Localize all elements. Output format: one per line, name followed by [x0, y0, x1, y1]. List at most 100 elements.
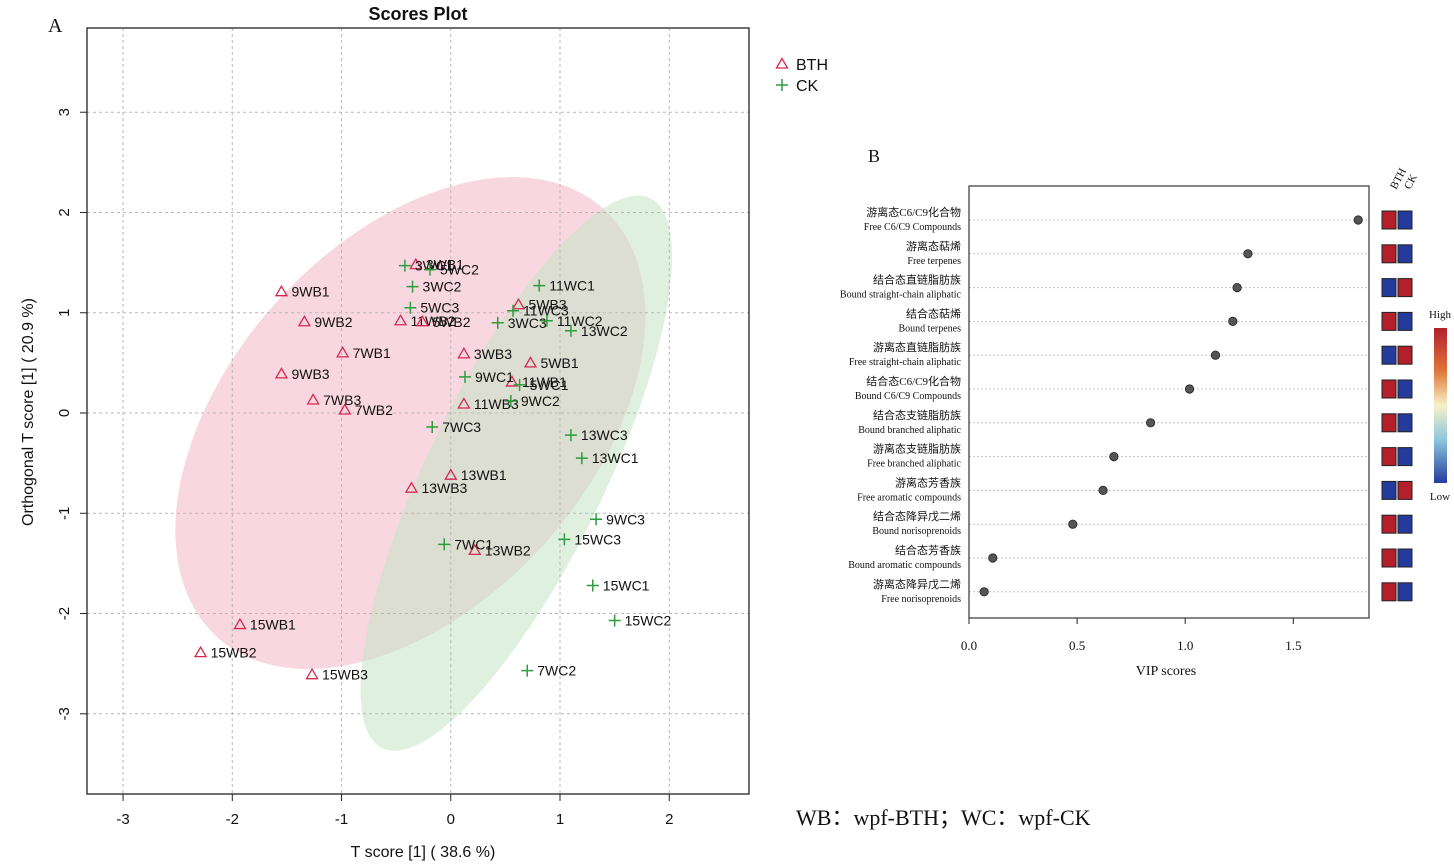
point-label: 15WB3 [322, 667, 368, 683]
compound-label-zh: 游离态支链脂肪族 [873, 442, 961, 456]
compound-label-en: Bound terpenes [899, 323, 962, 334]
ellipse-ck [360, 195, 673, 751]
scores-plot-axes: -3 -2 -1 0 1 2 -3 -2 -1 0 1 2 3 [56, 108, 673, 828]
point-label: 11WC2 [557, 313, 603, 329]
legend-label-ck: CK [796, 78, 819, 95]
point-label: 15WC3 [574, 531, 621, 547]
compound-label-zh: 结合态直链脂肪族 [873, 273, 961, 287]
point-label: 7WB2 [355, 402, 393, 418]
scores-plot-grid [87, 28, 749, 794]
x-tick-label: -3 [116, 811, 129, 828]
vip-color-scale [1434, 328, 1447, 483]
point-ck [507, 304, 520, 317]
compound-label-en: Free norisoprenoids [881, 594, 961, 605]
point-bth [468, 543, 482, 556]
heat-cell-ck [1397, 582, 1413, 602]
point-bth [274, 367, 289, 379]
point-label: 13WC3 [581, 427, 628, 443]
compound-label-zh: 结合态芳香族 [895, 543, 961, 557]
compound-label-en: Bound C6/C9 Compounds [855, 391, 961, 402]
point-ck [513, 378, 526, 391]
scores-plot-x-label: T score [1] ( 38.6 %) [351, 844, 496, 861]
scores-plot-panel: A Scores Plot -3 -2 -1 0 1 2 -3 -2 -1 0 1 2 3 3WB1 9W… [20, 4, 828, 861]
compound-label-en: Free aromatic compounds [857, 492, 961, 503]
compound-label-zh: 游离态降异戊二烯 [873, 577, 961, 591]
point-label: 13WB2 [485, 542, 531, 558]
vip-dot [1210, 350, 1221, 360]
point-ck [404, 301, 417, 314]
y-tick-label: 0 [56, 409, 73, 417]
point-label: 3WC3 [508, 315, 547, 331]
point-ck [564, 429, 577, 442]
vip-plot-frame [968, 185, 1370, 619]
heat-cell-ck [1397, 210, 1413, 230]
x-tick-label: 0 [447, 811, 455, 828]
point-bth [523, 356, 538, 368]
point-bth [457, 347, 471, 359]
point-label: 11WC1 [549, 278, 595, 294]
point-bth [415, 314, 429, 327]
compound-label-en: Bound norisoprenoids [872, 526, 961, 537]
point-label: 7WC1 [454, 536, 493, 552]
panel-a-letter: A [48, 15, 63, 37]
point-label: 3WB1 [426, 257, 464, 273]
vip-scale-low-label: Low [1430, 491, 1450, 503]
compound-label-zh: 结合态萜烯 [906, 306, 961, 320]
heat-cell-ck [1397, 244, 1413, 264]
vip-dot [1184, 384, 1195, 394]
point-label: 9WC2 [521, 393, 560, 409]
y-tick-label: 3 [56, 108, 73, 116]
vip-dot [1353, 215, 1363, 225]
point-bth [305, 667, 319, 680]
point-bth [511, 297, 526, 310]
point-label: 3WB3 [474, 346, 512, 362]
heat-cell-bth [1381, 244, 1397, 264]
vip-dot [1098, 485, 1108, 495]
vip-dot [1228, 316, 1238, 326]
compound-label-en: Free branched aliphatic [867, 459, 961, 470]
heat-cell-bth [1381, 413, 1397, 433]
point-label: 7WC3 [442, 419, 481, 435]
heat-cell-bth [1381, 548, 1397, 568]
point-ck [398, 259, 411, 272]
point-label: 5WB1 [541, 355, 579, 371]
confidence-ellipses [175, 177, 673, 751]
point-label: 13WC2 [581, 323, 628, 339]
point-ck [521, 664, 534, 677]
point-ck [575, 452, 588, 465]
point-label: 5WC1 [530, 377, 569, 393]
vip-dot [979, 587, 989, 597]
figure-caption: WB：wpf-BTH；WC：wpf-CK [796, 805, 1091, 830]
point-label: 7WB1 [353, 345, 391, 361]
vip-dot [988, 553, 998, 563]
point-label: 5WB2 [432, 314, 470, 330]
point-label: 15WC1 [603, 577, 650, 593]
heat-cell-bth [1381, 514, 1397, 534]
point-ck [586, 579, 599, 592]
point-bth [444, 468, 458, 480]
point-ck [491, 316, 504, 329]
vip-x-tick-label: 0.5 [1069, 638, 1085, 653]
point-ck [564, 324, 577, 337]
point-label: 15WB1 [250, 617, 296, 633]
compound-label-zh: 结合态C6/C9化合物 [866, 374, 961, 388]
vip-x-tick-label: 0.0 [961, 638, 977, 653]
heat-cell-bth [1381, 379, 1397, 399]
point-label: 15WC2 [625, 613, 672, 629]
point-ck [424, 263, 437, 276]
point-label: 11WB1 [522, 374, 567, 390]
legend-label-bth: BTH [796, 57, 828, 74]
heat-cell-bth [1381, 210, 1397, 230]
compound-label-zh: 游离态萜烯 [906, 239, 961, 253]
point-ck [533, 279, 546, 292]
point-ck [558, 533, 571, 546]
point-label: 15WB2 [211, 645, 257, 661]
compound-label-en: Free straight-chain aliphatic [849, 357, 962, 368]
vip-scale-high-label: High [1429, 309, 1452, 321]
compound-label-en: Bound aromatic compounds [848, 560, 961, 571]
vip-dot [1232, 282, 1242, 293]
point-bth [457, 397, 471, 409]
point-label: 3WC2 [423, 279, 462, 295]
